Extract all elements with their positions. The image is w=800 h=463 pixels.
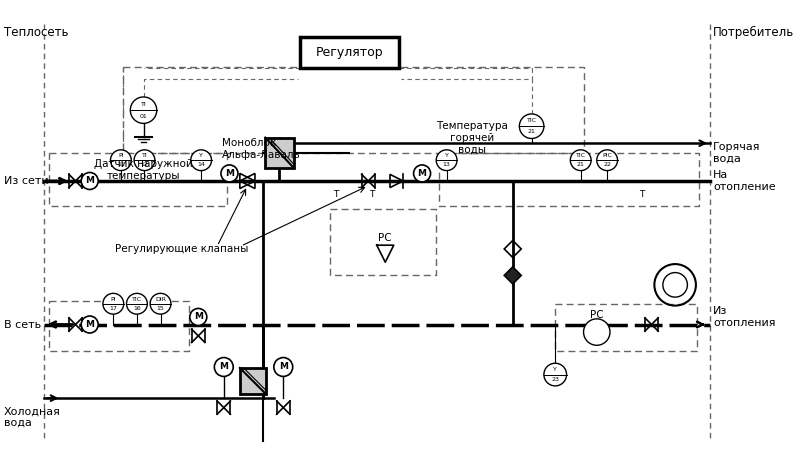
Circle shape bbox=[190, 308, 206, 325]
Text: Теплосеть: Теплосеть bbox=[4, 26, 68, 39]
Text: T: T bbox=[370, 190, 374, 199]
Text: M: M bbox=[278, 363, 288, 371]
Circle shape bbox=[221, 165, 238, 182]
Circle shape bbox=[110, 150, 131, 170]
Text: Горячая
вода: Горячая вода bbox=[713, 142, 761, 163]
Text: TIC: TIC bbox=[576, 153, 586, 158]
Text: Датчик наружной
температуры: Датчик наружной температуры bbox=[94, 159, 193, 181]
Text: Регулятор: Регулятор bbox=[315, 46, 383, 59]
Text: TIC: TIC bbox=[132, 297, 142, 301]
Text: M: M bbox=[86, 320, 94, 329]
Text: T: T bbox=[639, 190, 645, 199]
Polygon shape bbox=[504, 267, 522, 284]
Text: 14: 14 bbox=[197, 163, 205, 168]
Bar bbox=[266, 138, 294, 168]
Circle shape bbox=[597, 150, 618, 170]
Text: РС: РС bbox=[378, 232, 392, 243]
FancyBboxPatch shape bbox=[300, 38, 399, 68]
Circle shape bbox=[414, 165, 430, 182]
Text: Y: Y bbox=[445, 153, 449, 158]
Text: Потребитель: Потребитель bbox=[713, 26, 794, 39]
Text: Моноблок
Альфа-Лаваль: Моноблок Альфа-Лаваль bbox=[222, 138, 301, 160]
Text: Регулирующие клапаны: Регулирующие клапаны bbox=[114, 244, 248, 254]
Text: 21: 21 bbox=[528, 129, 535, 134]
Text: PI: PI bbox=[118, 153, 124, 158]
Circle shape bbox=[82, 316, 98, 333]
Text: T: T bbox=[334, 190, 339, 199]
Text: 13: 13 bbox=[442, 163, 450, 168]
Text: PIC: PIC bbox=[602, 153, 612, 158]
Circle shape bbox=[134, 150, 155, 170]
Text: 17: 17 bbox=[110, 306, 118, 311]
Text: 23: 23 bbox=[551, 377, 559, 382]
Text: В сеть: В сеть bbox=[4, 319, 41, 330]
Text: Из сети: Из сети bbox=[4, 176, 49, 186]
Circle shape bbox=[544, 363, 566, 386]
Text: M: M bbox=[225, 169, 234, 178]
Text: TI: TI bbox=[142, 153, 147, 158]
Text: M: M bbox=[86, 176, 94, 186]
Text: PI: PI bbox=[110, 297, 116, 301]
Circle shape bbox=[82, 173, 98, 189]
Text: TI: TI bbox=[141, 102, 146, 106]
Circle shape bbox=[436, 150, 457, 170]
Text: Температура
горячей
воды: Температура горячей воды bbox=[436, 121, 508, 155]
Circle shape bbox=[519, 114, 544, 138]
Text: РС: РС bbox=[590, 310, 603, 320]
Text: DIR: DIR bbox=[155, 297, 166, 301]
Text: 16: 16 bbox=[133, 306, 141, 311]
Circle shape bbox=[150, 294, 171, 314]
Text: M: M bbox=[219, 363, 228, 371]
Text: 21: 21 bbox=[577, 163, 585, 168]
Text: M: M bbox=[418, 169, 426, 178]
Circle shape bbox=[570, 150, 591, 170]
Circle shape bbox=[583, 319, 610, 345]
Circle shape bbox=[126, 294, 147, 314]
Text: 11: 11 bbox=[117, 163, 125, 168]
Text: Холодная
вода: Холодная вода bbox=[4, 406, 61, 428]
Text: 15: 15 bbox=[157, 306, 164, 311]
Text: Из
отопления: Из отопления bbox=[713, 306, 775, 328]
Circle shape bbox=[130, 97, 157, 123]
Bar bbox=[240, 368, 266, 394]
Text: 12: 12 bbox=[141, 163, 149, 168]
Text: 01: 01 bbox=[140, 113, 147, 119]
Text: На
отопление: На отопление bbox=[713, 170, 775, 192]
Circle shape bbox=[190, 150, 211, 170]
Circle shape bbox=[214, 357, 234, 376]
Circle shape bbox=[103, 294, 124, 314]
Text: TIC: TIC bbox=[526, 118, 537, 123]
Text: Y: Y bbox=[199, 153, 203, 158]
Circle shape bbox=[274, 357, 293, 376]
Text: M: M bbox=[194, 313, 202, 321]
Text: Y: Y bbox=[554, 367, 557, 372]
Text: 22: 22 bbox=[603, 163, 611, 168]
